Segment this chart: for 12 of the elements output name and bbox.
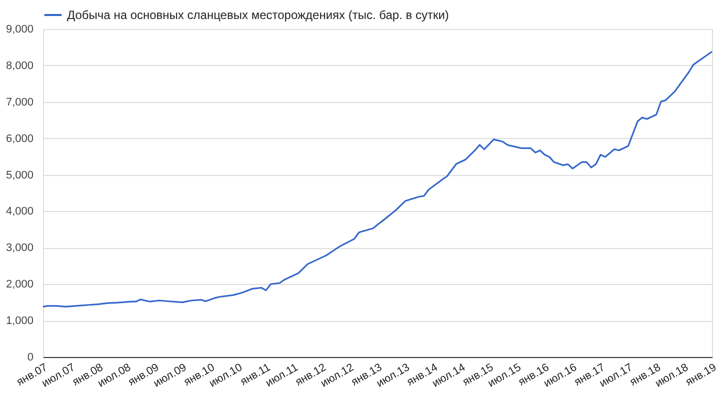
y-tick-label: 8,000	[6, 60, 34, 72]
legend-label: Добыча на основных сланцевых месторождениях (тыс. бар. в сутки)	[67, 8, 449, 22]
line-series	[42, 50, 713, 308]
y-tick-label: 3,000	[6, 242, 34, 254]
y-tick-label: 5,000	[6, 169, 34, 182]
y-tick-label: 2,000	[6, 278, 34, 291]
y-tick-label: 1,000	[6, 315, 34, 328]
y-tick-label: 6,000	[6, 132, 34, 145]
y-tick-label: 9,000	[6, 24, 34, 36]
y-tick-label: 0	[27, 352, 34, 364]
y-tick-label: 4,000	[6, 206, 34, 218]
y-tick-label: 7,000	[6, 96, 34, 108]
